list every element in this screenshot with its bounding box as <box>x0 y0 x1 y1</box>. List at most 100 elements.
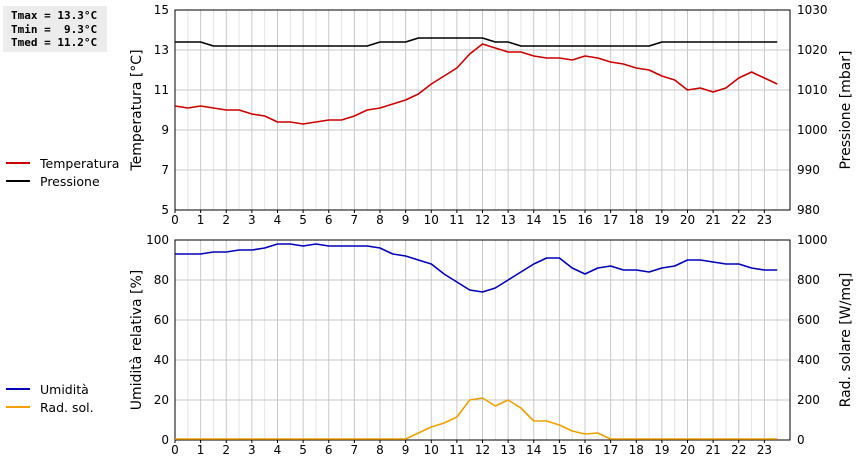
x-tick-label: 16 <box>577 213 592 227</box>
series-line-umidit <box>175 243 778 293</box>
x-tick-label: 19 <box>654 213 669 227</box>
x-tick-label: 2 <box>222 213 230 227</box>
left-axis-title: Temperatura [°C] <box>129 49 145 171</box>
x-tick-label: 6 <box>325 213 333 227</box>
right-axis-title: Rad. solare [W/mq] <box>838 273 854 408</box>
series-line-rad-sol <box>175 397 778 440</box>
legend-item-radsol: Rad. sol. <box>6 398 94 416</box>
x-tick-label: 10 <box>424 213 439 227</box>
x-tick-label: 23 <box>757 443 772 457</box>
x-tick-label: 18 <box>629 443 644 457</box>
humidity-chart: 0 1 2 3 4 5 6 7 8 9 10 11 12 13 14 15 16 17 18 19 20 21 22 2302… <box>129 233 854 457</box>
x-tick-label: 4 <box>274 443 282 457</box>
x-tick-label: 7 <box>351 213 359 227</box>
left-axis-title: Umidità relativa [%] <box>129 270 145 411</box>
temp-chart: 0 1 2 3 4 5 6 7 8 9 10 11 12 13 14 15 16 17 18 19 20 21 22 2357… <box>129 3 854 227</box>
legend-label-temperatura: Temperatura <box>40 155 120 171</box>
series-line-pressione <box>175 37 778 47</box>
left-tick-label: 7 <box>161 163 169 177</box>
tmin-text: Tmin = 9.3°C <box>11 22 98 36</box>
x-tick-label: 13 <box>500 443 515 457</box>
legend-label-umidita: Umidità <box>40 381 89 397</box>
left-tick-label: 60 <box>154 313 169 327</box>
right-tick-label: 400 <box>797 353 820 367</box>
x-tick-label: 18 <box>629 213 644 227</box>
legend-top: Temperatura Pressione <box>6 154 119 190</box>
x-tick-label: 11 <box>449 443 464 457</box>
left-tick-label: 40 <box>154 353 169 367</box>
x-tick-label: 20 <box>680 443 695 457</box>
tmax-text: Tmax = 13.3°C <box>11 9 98 22</box>
left-tick-label: 0 <box>161 433 169 447</box>
x-tick-label: 15 <box>552 443 567 457</box>
x-tick-label: 1 <box>197 443 205 457</box>
x-tick-label: 22 <box>731 213 746 227</box>
x-tick-label: 20 <box>680 213 695 227</box>
x-tick-label: 1 <box>197 213 205 227</box>
right-tick-label: 600 <box>797 313 820 327</box>
legend-swatch-red <box>6 162 30 164</box>
right-tick-label: 1010 <box>797 83 828 97</box>
right-tick-label: 800 <box>797 273 820 287</box>
x-tick-label: 21 <box>705 443 720 457</box>
x-tick-label: 2 <box>222 443 230 457</box>
x-tick-label: 12 <box>475 213 490 227</box>
x-tick-label: 15 <box>552 213 567 227</box>
right-tick-label: 1030 <box>797 3 828 17</box>
right-axis-title: Pressione [mbar] <box>838 50 854 169</box>
right-tick-label: 1000 <box>797 233 828 247</box>
tmed-text: Tmed = 11.2°C <box>11 36 98 49</box>
left-tick-label: 5 <box>161 203 169 217</box>
x-tick-label: 13 <box>500 213 515 227</box>
x-tick-label: 3 <box>248 443 256 457</box>
stats-box: Tmax = 13.3°C Tmin = 9.3°C Tmed = 11.2°C <box>3 6 107 52</box>
left-tick-label: 13 <box>154 43 169 57</box>
right-tick-label: 0 <box>797 433 805 447</box>
legend-item-umidita: Umidità <box>6 380 94 398</box>
x-tick-label: 3 <box>248 213 256 227</box>
legend-swatch-black <box>6 180 30 182</box>
x-tick-label: 16 <box>577 443 592 457</box>
legend-swatch-orange <box>6 406 30 408</box>
x-tick-label: 14 <box>526 213 541 227</box>
legend-bottom: Umidità Rad. sol. <box>6 380 94 416</box>
right-tick-label: 990 <box>797 163 820 177</box>
x-tick-label: 8 <box>376 443 384 457</box>
left-tick-label: 100 <box>146 233 169 247</box>
x-tick-label: 12 <box>475 443 490 457</box>
x-tick-label: 23 <box>757 213 772 227</box>
legend-label-radsol: Rad. sol. <box>40 399 94 415</box>
left-tick-label: 20 <box>154 393 169 407</box>
x-tick-label: 9 <box>402 443 410 457</box>
left-tick-label: 11 <box>154 83 169 97</box>
x-tick-label: 8 <box>376 213 384 227</box>
x-tick-label: 9 <box>402 213 410 227</box>
legend-item-temperatura: Temperatura <box>6 154 119 172</box>
x-tick-label: 5 <box>299 443 307 457</box>
x-tick-label: 11 <box>449 213 464 227</box>
x-tick-label: 10 <box>424 443 439 457</box>
x-tick-label: 6 <box>325 443 333 457</box>
x-tick-label: 22 <box>731 443 746 457</box>
right-tick-label: 1020 <box>797 43 828 57</box>
x-tick-label: 5 <box>299 213 307 227</box>
x-tick-label: 7 <box>351 443 359 457</box>
left-tick-label: 80 <box>154 273 169 287</box>
series-line-temperatura <box>174 43 778 125</box>
x-tick-label: 17 <box>603 443 618 457</box>
x-tick-label: 4 <box>274 213 282 227</box>
left-tick-label: 15 <box>154 3 169 17</box>
right-tick-label: 980 <box>797 203 820 217</box>
right-tick-label: 1000 <box>797 123 828 137</box>
x-tick-label: 17 <box>603 213 618 227</box>
x-tick-label: 14 <box>526 443 541 457</box>
right-tick-label: 200 <box>797 393 820 407</box>
x-tick-label: 21 <box>705 213 720 227</box>
legend-label-pressione: Pressione <box>40 173 100 189</box>
left-tick-label: 9 <box>161 123 169 137</box>
legend-swatch-blue <box>6 388 30 390</box>
x-tick-label: 0 <box>171 213 179 227</box>
legend-item-pressione: Pressione <box>6 172 119 190</box>
x-tick-label: 0 <box>171 443 179 457</box>
